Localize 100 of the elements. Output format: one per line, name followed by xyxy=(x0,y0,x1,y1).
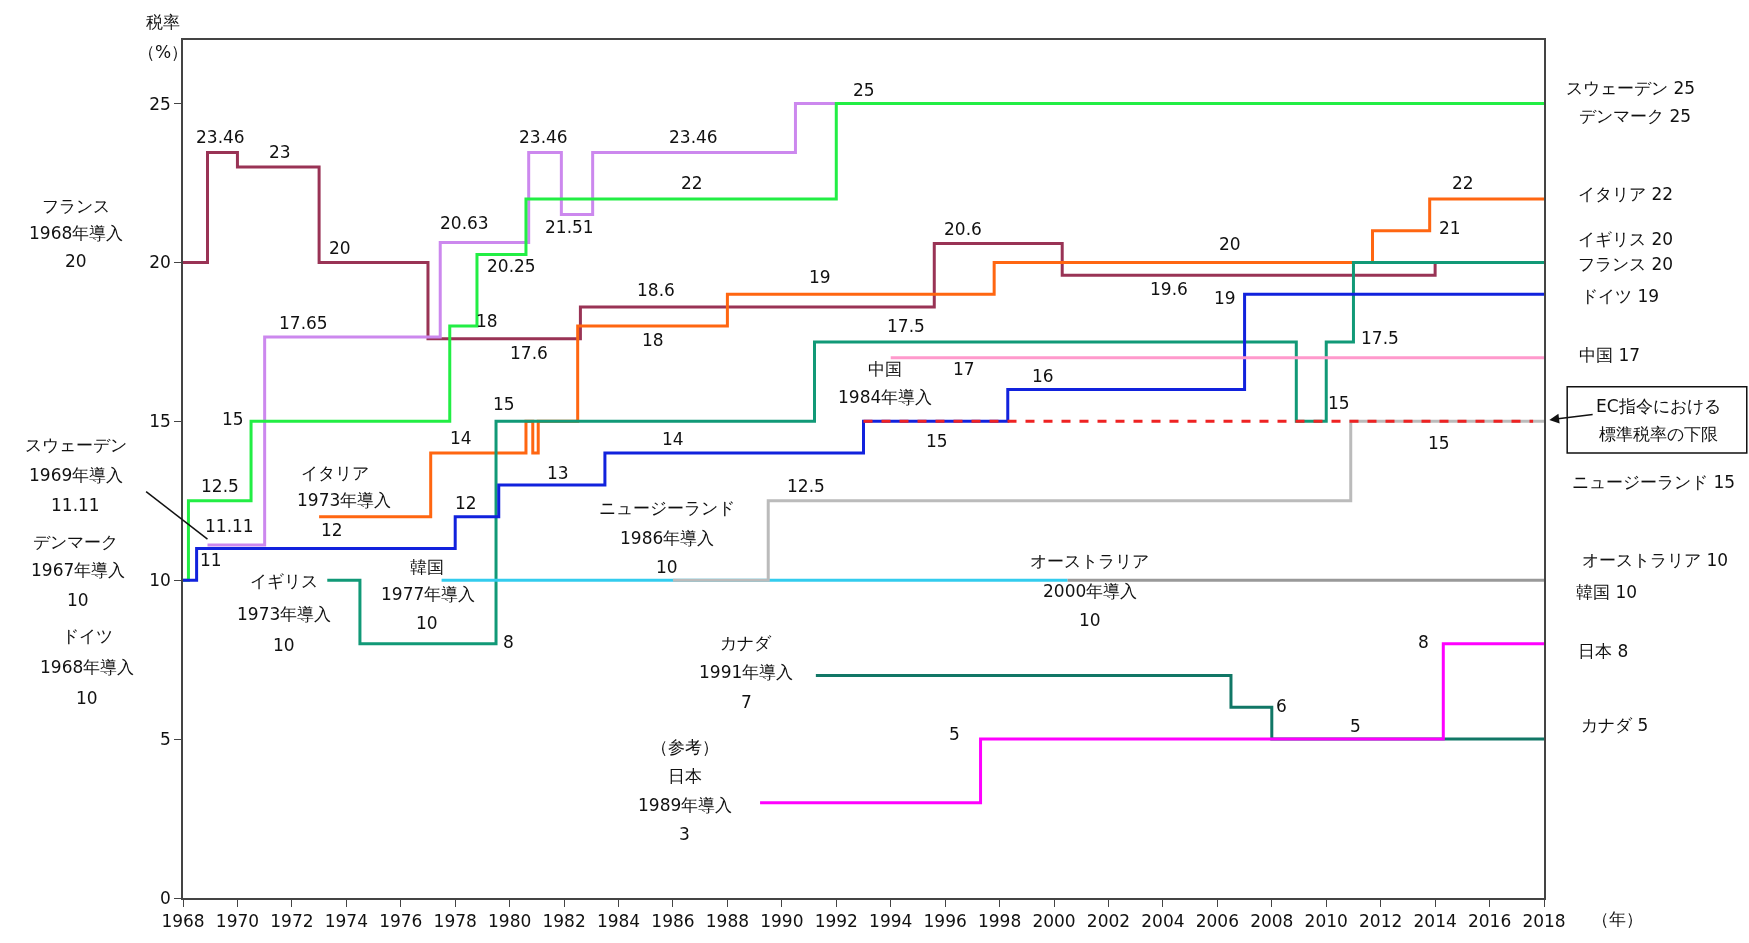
annotation: ニュージーランド xyxy=(599,498,735,518)
x-tick-label: 1982 xyxy=(542,911,586,932)
text: 1968年導入 xyxy=(40,657,135,677)
annotation: 23.46 xyxy=(519,127,568,147)
text: EC指令における xyxy=(1596,396,1721,416)
text: デンマーク 25 xyxy=(1579,106,1692,126)
annotation: 17.65 xyxy=(279,313,328,333)
annotation: 15 xyxy=(1428,433,1450,453)
annotation: 12 xyxy=(321,520,343,540)
text: ドイツ 19 xyxy=(1581,286,1660,306)
annotation: 20.6 xyxy=(944,219,982,239)
annotation: 17.6 xyxy=(510,343,548,363)
annotation: 17 xyxy=(953,359,975,379)
annotation: 1986年導入 xyxy=(620,528,715,548)
annotation: 中国 xyxy=(868,359,902,379)
annotation: 20.63 xyxy=(440,213,489,233)
annotation: 1991年導入 xyxy=(699,662,794,682)
x-tick-label: 1984 xyxy=(596,911,641,932)
annotation: 5 xyxy=(949,724,960,744)
annotation: 10 xyxy=(416,613,438,633)
y-tick-label: 10 xyxy=(149,570,171,591)
text: 中国 17 xyxy=(1579,345,1641,365)
x-tick-label: 1968 xyxy=(161,911,205,932)
annotation: 20 xyxy=(1219,234,1241,254)
annotation: 10 xyxy=(273,635,295,655)
annotation: 18 xyxy=(642,330,664,350)
annotation: 15 xyxy=(222,409,244,429)
y-tick-label: 15 xyxy=(149,411,171,432)
annotation: 20.25 xyxy=(487,256,536,276)
x-tick-label: 2006 xyxy=(1195,911,1239,932)
text: スウェーデン xyxy=(25,435,127,455)
text: カナダ 5 xyxy=(1581,715,1649,735)
text: 韓国 10 xyxy=(1576,582,1638,602)
x-tick-label: 2016 xyxy=(1467,911,1512,932)
annotation: 11 xyxy=(200,550,222,570)
annotation: 10 xyxy=(1079,610,1101,630)
annotation: カナダ xyxy=(720,633,772,653)
annotation: 19 xyxy=(1214,288,1236,308)
annotation: 12.5 xyxy=(787,476,825,496)
annotation: 11.11 xyxy=(205,516,254,536)
text: 10 xyxy=(67,590,89,610)
annotation: 韓国 xyxy=(410,557,444,577)
annotation: 日本 xyxy=(668,766,702,786)
annotation: （%） xyxy=(138,42,189,62)
text: イタリア 22 xyxy=(1578,184,1674,204)
annotation: 7 xyxy=(741,692,752,712)
text: スウェーデン 25 xyxy=(1566,78,1696,98)
annotation: 1984年導入 xyxy=(838,387,933,407)
annotation: 12 xyxy=(455,493,477,513)
x-tick-label: 1978 xyxy=(433,911,477,932)
x-tick-label: 2000 xyxy=(1032,911,1076,932)
annotation: オーストラリア xyxy=(1030,551,1149,571)
x-tick-label: 1970 xyxy=(215,911,260,932)
text: フランス 20 xyxy=(1578,254,1674,274)
x-tick-label: 1998 xyxy=(977,911,1022,932)
annotation: 5 xyxy=(1350,716,1361,736)
annotation: 15 xyxy=(493,394,515,414)
annotation: 10 xyxy=(656,557,678,577)
x-tick-label: 1974 xyxy=(324,911,368,932)
annotation: 6 xyxy=(1276,696,1287,716)
y-tick-label: 0 xyxy=(160,887,171,908)
annotation: 21 xyxy=(1439,218,1461,238)
annotation: （参考） xyxy=(651,737,719,757)
text: ニュージーランド 15 xyxy=(1572,472,1736,492)
text: 11.11 xyxy=(51,495,100,515)
x-tick-label: 2008 xyxy=(1250,911,1294,932)
y-tick-label: 5 xyxy=(160,729,171,750)
x-tick-label: 1994 xyxy=(869,911,913,932)
annotation: 19 xyxy=(809,267,831,287)
x-tick-label: 1972 xyxy=(270,911,314,932)
annotation: 15 xyxy=(1328,393,1350,413)
y-tick-label: 25 xyxy=(149,93,171,114)
y-axis-title: 税率 xyxy=(146,12,180,32)
x-axis-title: （年） xyxy=(1592,909,1643,929)
x-tick-label: 1996 xyxy=(923,911,967,932)
x-tick-label: 2018 xyxy=(1522,911,1566,932)
text: 日本 8 xyxy=(1578,641,1629,661)
annotation: 20 xyxy=(329,238,351,258)
text: 標準税率の下限 xyxy=(1599,424,1718,444)
x-tick-label: 1992 xyxy=(814,911,858,932)
annotation: 1973年導入 xyxy=(297,490,392,510)
annotation: 23.46 xyxy=(196,127,245,147)
annotation: 21.51 xyxy=(545,217,594,237)
text: 1968年導入 xyxy=(29,223,124,243)
text: イギリス 20 xyxy=(1578,229,1674,249)
annotation: イギリス xyxy=(250,571,318,591)
annotation: 1973年導入 xyxy=(237,604,332,624)
x-tick-label: 1980 xyxy=(488,911,532,932)
x-tick-label: 2014 xyxy=(1413,911,1457,932)
x-tick-label: 2012 xyxy=(1359,911,1403,932)
annotation: 18.6 xyxy=(637,280,675,300)
text: 20 xyxy=(65,251,87,271)
annotation: 3 xyxy=(679,824,690,844)
annotation: 22 xyxy=(1452,173,1474,193)
annotation: 16 xyxy=(1032,366,1054,386)
text: フランス xyxy=(42,196,110,216)
annotation: 12.5 xyxy=(201,476,239,496)
x-tick-label: 1990 xyxy=(760,911,804,932)
text: デンマーク xyxy=(33,532,118,552)
annotation: 17.5 xyxy=(1361,328,1399,348)
